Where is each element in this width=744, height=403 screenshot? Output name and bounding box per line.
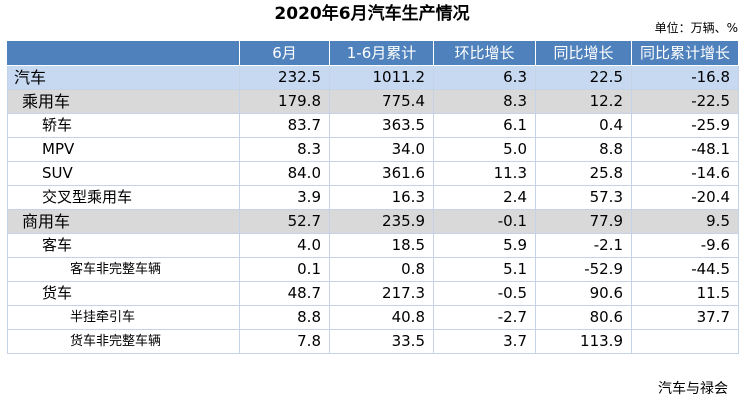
table-cell: 113.9 [535,329,632,354]
row-label: 客车 [7,233,240,258]
table-row: 客车 4.0 18.5 5.9 -2.1 -9.6 [7,233,739,258]
table-cell: 8.8 [535,137,632,162]
table-cell: 2.4 [433,185,536,210]
table-cell: -48.1 [631,137,739,162]
row-label: SUV [7,161,240,186]
table-cell: 83.7 [239,113,330,138]
table-cell: 11.3 [433,161,536,186]
table-row: 商用车 52.7 235.9 -0.1 77.9 9.5 [7,209,739,234]
table-row: 货车 48.7 217.3 -0.5 90.6 11.5 [7,281,739,306]
table-cell: 6.3 [433,65,536,90]
table-cell: 232.5 [239,65,330,90]
header-cell: 1-6月累计 [329,40,434,66]
row-label: MPV [7,137,240,162]
table-cell: -14.6 [631,161,739,186]
row-label: 客车非完整车辆 [7,257,240,282]
table-cell: -2.1 [535,233,632,258]
table-cell: 34.0 [329,137,434,162]
header-cell: 环比增长 [433,40,536,66]
table-cell: 48.7 [239,281,330,306]
table-cell: 179.8 [239,89,330,114]
row-label: 汽车 [7,65,240,90]
header-row: 6月 1-6月累计 环比增长 同比增长 同比累计增长 [7,40,739,66]
table-row: 客车非完整车辆 0.1 0.8 5.1 -52.9 -44.5 [7,257,739,282]
table-cell: 57.3 [535,185,632,210]
table-cell: 775.4 [329,89,434,114]
table-cell: 77.9 [535,209,632,234]
table-cell: 0.4 [535,113,632,138]
table-row: 汽车 232.5 1011.2 6.3 22.5 -16.8 [7,65,739,90]
table-cell: 3.9 [239,185,330,210]
table-cell: 40.8 [329,305,434,330]
page-title: 2020年6月汽车生产情况 [274,4,470,24]
table-cell: 22.5 [535,65,632,90]
table-cell: -16.8 [631,65,739,90]
table-cell: -0.1 [433,209,536,234]
table-cell: 5.0 [433,137,536,162]
table-body: 汽车 232.5 1011.2 6.3 22.5 -16.8 乘用车 179.8 775.4 8.… [7,65,739,354]
table-cell: 5.9 [433,233,536,258]
table-cell: 7.8 [239,329,330,354]
table-row: SUV 84.0 361.6 11.3 25.8 -14.6 [7,161,739,186]
table-cell: -25.9 [631,113,739,138]
table-cell: 52.7 [239,209,330,234]
row-label: 货车非完整车辆 [7,329,240,354]
table-cell [631,329,739,354]
table-cell: -52.9 [535,257,632,282]
table-cell: 361.6 [329,161,434,186]
table-row: 半挂牵引车 8.8 40.8 -2.7 80.6 37.7 [7,305,739,330]
table-cell: -22.5 [631,89,739,114]
table-cell: 37.7 [631,305,739,330]
table-cell: 217.3 [329,281,434,306]
table-cell: 16.3 [329,185,434,210]
table-cell: 0.8 [329,257,434,282]
table-cell: -2.7 [433,305,536,330]
table-cell: 11.5 [631,281,739,306]
table-cell: 4.0 [239,233,330,258]
table-cell: 90.6 [535,281,632,306]
table-cell: 8.8 [239,305,330,330]
table-row: MPV 8.3 34.0 5.0 8.8 -48.1 [7,137,739,162]
production-table: 6月 1-6月累计 环比增长 同比增长 同比累计增长 汽车 232.5 1011.2… [7,40,739,354]
table-cell: 235.9 [329,209,434,234]
table-cell: 5.1 [433,257,536,282]
row-label: 乘用车 [7,89,240,114]
table-cell: 33.5 [329,329,434,354]
table-row: 货车非完整车辆 7.8 33.5 3.7 113.9 [7,329,739,354]
table-cell: 12.2 [535,89,632,114]
table-cell: 363.5 [329,113,434,138]
table-cell: 0.1 [239,257,330,282]
row-label: 货车 [7,281,240,306]
table-cell: 1011.2 [329,65,434,90]
table-cell: -9.6 [631,233,739,258]
table-row: 轿车 83.7 363.5 6.1 0.4 -25.9 [7,113,739,138]
table-row: 交叉型乘用车 3.9 16.3 2.4 57.3 -20.4 [7,185,739,210]
row-label: 交叉型乘用车 [7,185,240,210]
row-label: 半挂牵引车 [7,305,240,330]
table-cell: 8.3 [239,137,330,162]
table-cell: 3.7 [433,329,536,354]
header-cell: 6月 [239,40,330,66]
table-cell: -20.4 [631,185,739,210]
watermark: 汽车与禄会 [656,380,730,398]
table-cell: 9.5 [631,209,739,234]
header-cell [7,40,240,66]
table-cell: -0.5 [433,281,536,306]
header-cell: 同比增长 [535,40,632,66]
table-cell: 25.8 [535,161,632,186]
table-cell: 6.1 [433,113,536,138]
table-cell: 18.5 [329,233,434,258]
table-row: 乘用车 179.8 775.4 8.3 12.2 -22.5 [7,89,739,114]
row-label: 商用车 [7,209,240,234]
table-cell: 8.3 [433,89,536,114]
unit-label: 单位：万辆、% [654,21,738,35]
header-cell: 同比累计增长 [631,40,739,66]
table-cell: 80.6 [535,305,632,330]
table-cell: -44.5 [631,257,739,282]
table-cell: 84.0 [239,161,330,186]
row-label: 轿车 [7,113,240,138]
